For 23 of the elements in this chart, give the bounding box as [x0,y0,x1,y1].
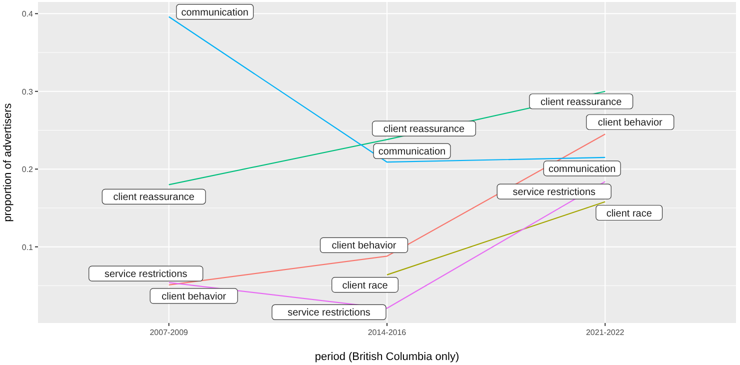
text: client behavior [598,118,662,129]
text: client reassurance [113,192,194,204]
y-tick-label: 0.2 [22,165,34,174]
text: client race [606,208,652,220]
text: client reassurance [540,96,622,108]
x-tick-label: 2007-2009 [150,328,189,337]
text: service restrictions [288,308,370,319]
text: communication [181,7,249,18]
y-tick-label: 0.1 [22,242,34,252]
x-tick-label: 2014-2016 [368,328,407,337]
x-axis-title: period (British Columbia only) [314,351,460,363]
text: communication [548,164,616,175]
y-axis-title: proportion of advertisers [2,102,14,222]
y-tick-label: 0.3 [22,87,34,96]
text: client behavior [162,291,226,302]
text: service restrictions [104,269,188,280]
series-label: client reassurance [383,124,466,136]
series-label: client behavior [332,240,397,252]
series-label: client race [342,280,388,292]
x-tick-label: 2021-2022 [586,328,625,337]
series-label: communication [378,146,446,158]
y-tick-label: 0.4 [22,10,34,19]
series-label: service restrictions [512,187,596,198]
